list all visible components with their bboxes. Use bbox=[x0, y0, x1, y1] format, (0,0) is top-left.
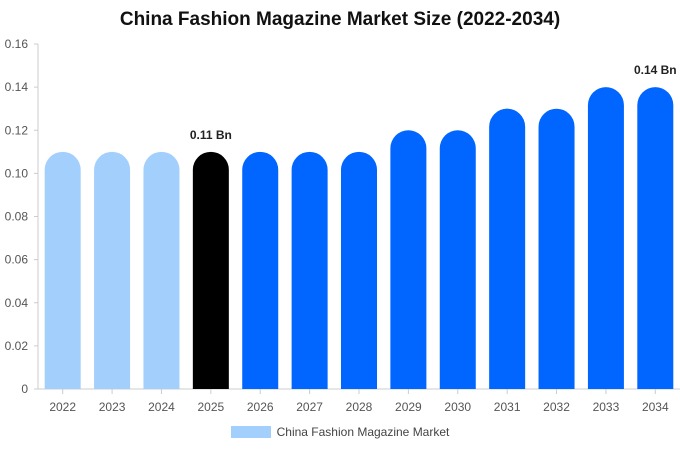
x-tick-label: 2024 bbox=[148, 400, 175, 414]
x-tick-label: 2027 bbox=[296, 400, 323, 414]
y-tick-label: 0 bbox=[21, 382, 28, 396]
data-label-2025: 0.11 Bn bbox=[190, 128, 232, 142]
bar-2029 bbox=[390, 130, 427, 390]
x-tick-label: 2031 bbox=[494, 400, 521, 414]
y-tick-label: 0.06 bbox=[5, 253, 29, 267]
y-tick-label: 0.10 bbox=[5, 166, 29, 180]
x-tick-label: 2029 bbox=[395, 400, 422, 414]
chart-title: China Fashion Magazine Market Size (2022… bbox=[119, 9, 561, 30]
bar-2023 bbox=[94, 151, 131, 389]
bar-2032 bbox=[538, 108, 575, 389]
x-tick-label: 2033 bbox=[593, 400, 620, 414]
bar-2024 bbox=[143, 151, 180, 389]
y-tick-label: 0.16 bbox=[5, 37, 29, 51]
bar-2033 bbox=[587, 87, 624, 389]
y-tick-label: 0.14 bbox=[5, 80, 29, 94]
legend-swatch bbox=[230, 426, 271, 438]
x-tick-label: 2026 bbox=[247, 400, 274, 414]
x-tick-label: 2032 bbox=[543, 400, 570, 414]
bar-2030 bbox=[439, 130, 476, 390]
y-tick-label: 0.04 bbox=[5, 296, 29, 310]
data-label-2034: 0.14 Bn bbox=[634, 63, 677, 77]
x-tick-label: 2022 bbox=[49, 400, 76, 414]
bar-2034 bbox=[637, 87, 674, 389]
x-tick-label: 2025 bbox=[197, 400, 224, 414]
bar-2025 bbox=[192, 151, 229, 389]
x-tick-label: 2034 bbox=[642, 400, 669, 414]
x-tick-label: 2030 bbox=[444, 400, 471, 414]
legend[interactable]: China Fashion Magazine Market bbox=[0, 425, 680, 439]
y-tick-label: 0.12 bbox=[5, 123, 29, 137]
bar-2028 bbox=[341, 151, 377, 389]
x-tick-label: 2028 bbox=[346, 400, 373, 414]
legend-label: China Fashion Magazine Market bbox=[276, 425, 450, 439]
y-tick-label: 0.02 bbox=[5, 339, 29, 353]
bar-2027 bbox=[291, 151, 328, 389]
bar-2022 bbox=[44, 151, 81, 389]
bar-2026 bbox=[242, 151, 279, 389]
bar-2031 bbox=[489, 108, 526, 389]
y-tick-label: 0.08 bbox=[5, 210, 29, 224]
x-tick-label: 2023 bbox=[99, 400, 126, 414]
